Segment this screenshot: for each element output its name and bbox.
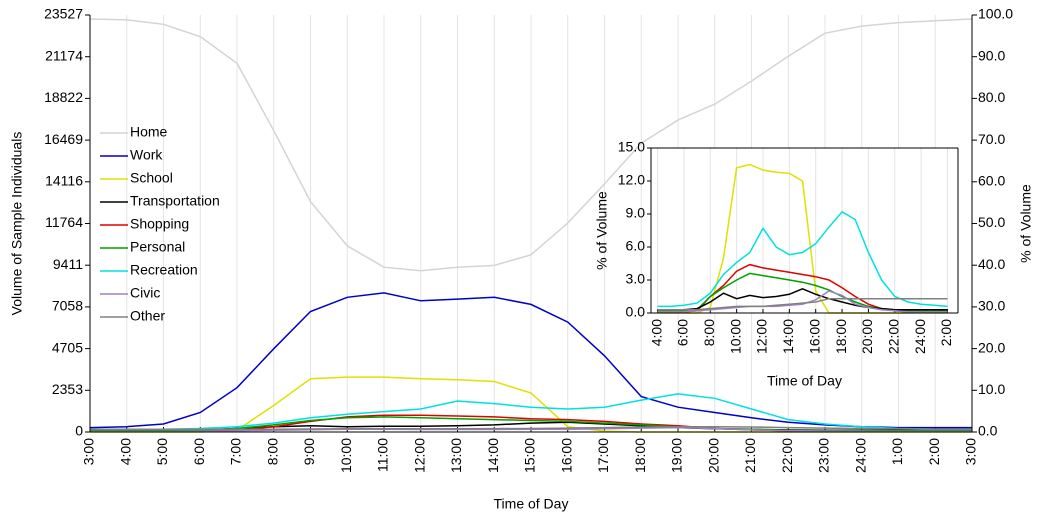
x-axis-title: Time of Day [494,496,569,512]
x-tick-label: 16:00 [806,319,822,354]
y-tick-label: 14116 [45,173,83,189]
y2-tick-label: 90.0 [978,47,1005,63]
x-tick-label: 2:00 [938,319,954,346]
series-line [90,393,972,431]
x-tick-label: 24:00 [912,319,928,354]
y2-tick-label: 60.0 [978,173,1005,189]
x-axis-title: Time of Day [767,373,842,389]
y-axis-title: Volume of Sample Individuals [9,132,25,316]
legend-label: Transportation [130,193,220,209]
legend-label: Shopping [130,216,189,232]
y-tick-label: 21174 [45,47,83,63]
x-tick-label: 4:00 [648,319,664,346]
x-tick-label: 3:00 [81,438,97,465]
x-tick-label: 10:00 [338,438,354,473]
y-tick-label: 23527 [44,6,83,22]
x-tick-label: 7:00 [228,438,244,465]
legend-label: Home [130,124,168,140]
legend-label: School [130,170,173,186]
x-tick-label: 21:00 [742,438,758,473]
y2-tick-label: 70.0 [978,131,1005,147]
y2-tick-label: 0.0 [978,423,998,439]
y-tick-label: 2353 [52,381,83,397]
x-tick-label: 8:00 [264,438,280,465]
y2-tick-label: 40.0 [978,256,1005,272]
y-tick-label: 18822 [44,89,83,105]
y2-axis-title: % of Volume [1018,184,1034,263]
series-line [89,18,973,272]
x-tick-label: 17:00 [595,438,611,473]
series-line [657,290,948,313]
x-tick-label: 14:00 [485,438,501,473]
x-tick-label: 4:00 [117,438,133,465]
y2-tick-label: 50.0 [978,214,1005,230]
y-tick-label: 4705 [52,339,83,355]
y2-tick-label: 30.0 [978,298,1005,314]
y-tick-label: 3.0 [626,271,646,287]
x-tick-label: 8:00 [701,319,717,346]
x-tick-label: 19:00 [669,438,685,473]
y2-tick-label: 20.0 [978,339,1005,355]
series-line [90,426,972,433]
x-tick-label: 18:00 [632,438,648,473]
series-line [657,297,948,311]
y-tick-label: 9411 [53,256,83,272]
legend-label: Recreation [130,262,198,278]
y2-tick-label: 10.0 [978,381,1005,397]
x-tick-label: 2:00 [926,438,942,465]
x-tick-label: 6:00 [675,319,691,346]
legend-label: Work [130,147,163,163]
series-line [89,292,972,429]
legend-label: Other [130,308,165,324]
x-tick-label: 24:00 [852,438,868,473]
x-tick-label: 9:00 [301,438,317,465]
y-tick-label: 9.0 [626,205,646,221]
y-tick-label: 0.0 [626,304,646,320]
x-tick-label: 20:00 [705,438,721,473]
y-tick-label: 11764 [45,214,83,230]
x-tick-label: 15:00 [522,438,538,473]
x-tick-label: 10:00 [727,319,743,354]
y-tick-label: 6.0 [626,238,646,254]
inset-background [651,148,958,313]
x-tick-label: 22:00 [885,319,901,354]
x-tick-label: 23:00 [816,438,832,473]
y-tick-label: 0 [75,423,83,439]
x-tick-label: 14:00 [780,319,796,354]
y-tick-label: 15.0 [618,139,645,155]
x-tick-label: 12:00 [411,438,427,473]
y-tick-label: 16469 [44,131,83,147]
x-tick-label: 18:00 [833,319,849,354]
series-line [657,287,948,311]
x-tick-label: 11:00 [375,438,391,472]
y2-tick-label: 80.0 [978,89,1005,105]
legend-label: Civic [130,285,160,301]
x-tick-label: 20:00 [859,319,875,354]
x-tick-label: 6:00 [191,438,207,465]
y2-tick-label: 100.0 [978,6,1013,22]
x-tick-label: 3:00 [963,438,979,465]
x-tick-label: 22:00 [779,438,795,473]
x-tick-label: 13:00 [448,438,464,473]
y-axis-title: % of Volume [594,191,610,270]
x-tick-label: 1:00 [889,438,905,465]
legend-label: Personal [130,239,185,255]
x-tick-label: 5:00 [154,438,170,465]
series-line [90,425,973,431]
x-tick-label: 12:00 [754,319,770,354]
x-tick-label: 16:00 [558,438,574,473]
y-tick-label: 12.0 [618,172,645,188]
y-tick-label: 7058 [52,298,83,314]
